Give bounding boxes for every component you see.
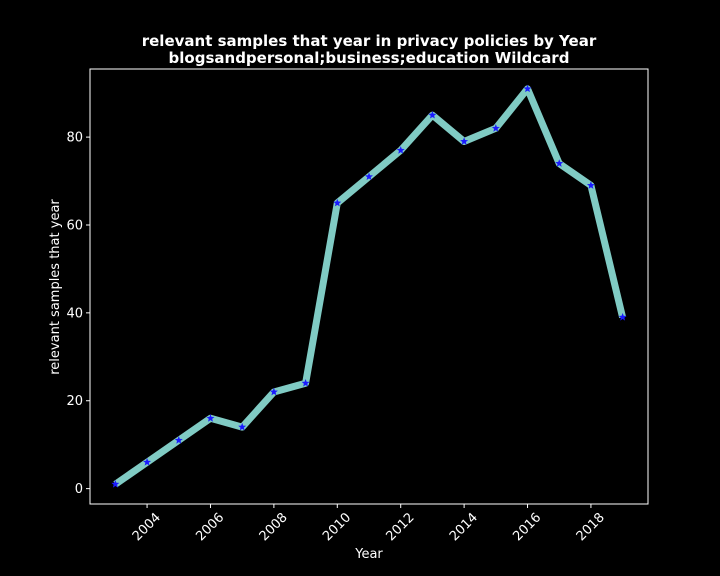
- data-point-marker: [555, 159, 564, 167]
- data-point-marker: [238, 422, 247, 431]
- y-tick-label: 60: [66, 218, 83, 233]
- plot-area: [111, 84, 627, 488]
- data-point-marker: [491, 124, 500, 132]
- y-tick-label: 0: [75, 482, 83, 497]
- data-point-marker: [365, 172, 373, 181]
- data-point-marker: [206, 414, 215, 422]
- data-point-marker: [269, 387, 278, 396]
- data-point-marker: [523, 84, 532, 93]
- data-point-marker: [586, 181, 595, 189]
- y-axis: 0 20 40 60 80: [66, 131, 90, 497]
- data-point-marker: [111, 480, 120, 488]
- data-point-marker: [174, 436, 183, 444]
- chart-title: relevant samples that year in privacy po…: [142, 32, 597, 50]
- y-tick-label: 20: [66, 394, 83, 409]
- x-axis-label: Year: [354, 547, 383, 562]
- y-axis-label: relevant samples that year: [48, 199, 63, 375]
- data-point-marker: [428, 110, 437, 119]
- data-point-marker: [301, 378, 310, 387]
- axes-frame: [89, 68, 649, 505]
- data-point-marker: [143, 458, 152, 466]
- data-point-marker: [396, 146, 405, 154]
- chart-subtitle: blogsandpersonal;business;education Wild…: [169, 49, 570, 67]
- data-point-marker: [460, 137, 469, 145]
- data-point-marker: [618, 313, 627, 321]
- y-tick-label: 40: [66, 306, 83, 321]
- y-tick-label: 80: [66, 131, 83, 146]
- data-point-marker: [333, 198, 342, 207]
